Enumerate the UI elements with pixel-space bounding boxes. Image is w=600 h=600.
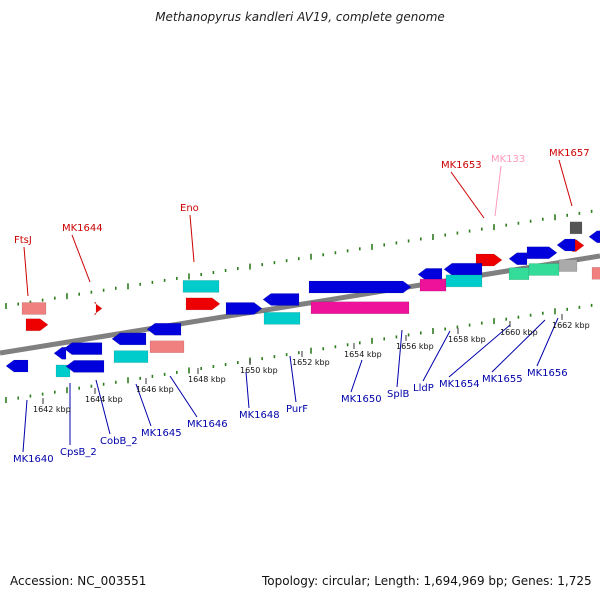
gene-label: MK1654 — [439, 379, 480, 390]
gene-arrow — [508, 267, 530, 281]
gene-arrow — [419, 278, 447, 292]
gene-label: FtsJ — [14, 235, 32, 246]
leader-line — [95, 379, 111, 435]
gene-arrow — [53, 346, 67, 360]
leader-line — [135, 383, 152, 427]
gene-arrow — [25, 318, 49, 332]
gene-arrow — [443, 262, 483, 276]
leader-line — [422, 330, 451, 382]
gene-arrow — [508, 252, 528, 266]
accession-text: Accession: NC_003551 — [10, 574, 147, 588]
leader-line — [23, 246, 29, 297]
kbp-scale-labels: 1642 kbp 1644 kbp 1646 kbp 1648 kbp 1650 kbp… — [33, 314, 590, 414]
gene-arrow — [185, 297, 221, 311]
kbp-label: 1656 kbp — [396, 342, 434, 351]
gene-arrow — [556, 238, 576, 252]
gene-arrow — [146, 322, 182, 336]
leader-line — [245, 371, 250, 409]
gene-arrow — [263, 312, 301, 325]
gene-label: MK1644 — [62, 223, 103, 234]
gene-arrow — [417, 268, 443, 281]
gene-arrow — [591, 266, 600, 280]
gene-arrow — [445, 274, 483, 288]
tick-marks — [5, 209, 593, 404]
leader-line — [450, 171, 485, 219]
gene-label: MK1656 — [527, 368, 568, 379]
leader-line — [189, 214, 195, 263]
kbp-label: 1646 kbp — [136, 385, 174, 394]
gene-label: MK1640 — [13, 454, 54, 465]
kbp-label: 1648 kbp — [188, 375, 226, 384]
gene-arrow — [262, 293, 300, 306]
gene-arrow — [588, 230, 600, 244]
leader-line — [289, 355, 297, 403]
gene-arrow — [558, 259, 578, 272]
gene-arrow — [225, 302, 263, 315]
gene-arrow — [308, 280, 412, 294]
leader-line — [169, 375, 198, 418]
gene-label: MK1650 — [341, 394, 382, 405]
gene-arrow — [5, 359, 29, 373]
gene-arrow — [149, 340, 185, 354]
gene-label: MK1657 — [549, 148, 590, 159]
leader-line — [558, 159, 573, 207]
kbp-label: 1658 kbp — [448, 335, 486, 344]
gene-label: LldP — [413, 383, 434, 394]
label-leader-lines — [22, 159, 573, 453]
gene-label: PurF — [286, 404, 308, 415]
gene-label: MK1655 — [482, 374, 523, 385]
leader-line — [448, 324, 511, 378]
leader-line — [350, 359, 363, 393]
gene-label: CpsB_2 — [60, 447, 97, 458]
genome-summary-text: Topology: circular; Length: 1,694,969 bp… — [262, 574, 592, 588]
gene-arrow — [113, 350, 149, 363]
gene-label: CobB_2 — [100, 436, 138, 447]
top-gene-labels: FtsJ MK1644 Eno MK1653 MK133 MK1657 — [14, 148, 590, 246]
kbp-label: 1660 kbp — [500, 328, 538, 337]
leader-line — [491, 319, 546, 373]
gene-arrow — [182, 280, 220, 293]
gene-arrow — [528, 263, 560, 276]
gene-arrow — [65, 360, 105, 373]
gene-arrow — [569, 221, 583, 235]
gene-label: MK133 — [491, 154, 525, 165]
gene-features — [5, 221, 600, 378]
gene-arrow — [21, 302, 47, 315]
kbp-label: 1644 kbp — [85, 395, 123, 404]
leader-line — [536, 317, 559, 367]
genome-backbone — [0, 253, 600, 356]
gene-label: MK1653 — [441, 160, 482, 171]
kbp-label: 1642 kbp — [33, 405, 71, 414]
gene-label: SplB — [387, 389, 409, 400]
gene-label: Eno — [180, 203, 199, 214]
gene-arrow — [93, 302, 103, 315]
kbp-label: 1654 kbp — [344, 350, 382, 359]
kbp-label: 1662 kbp — [552, 321, 590, 330]
leader-line — [71, 234, 91, 283]
gene-label: MK1646 — [187, 419, 228, 430]
leader-line — [396, 329, 403, 388]
leader-line — [494, 165, 502, 217]
leader-line — [22, 399, 28, 453]
gene-label: MK1645 — [141, 428, 182, 439]
gene-arrow — [63, 342, 103, 355]
gene-arrow — [526, 246, 558, 260]
gene-arrow — [310, 301, 410, 315]
gene-arrow — [111, 332, 147, 346]
kbp-label: 1652 kbp — [292, 358, 330, 367]
kbp-label: 1650 kbp — [240, 366, 278, 375]
gene-label: MK1648 — [239, 410, 280, 421]
gene-arrow — [55, 364, 71, 378]
genome-title: Methanopyrus kandleri AV19, complete gen… — [155, 10, 445, 24]
